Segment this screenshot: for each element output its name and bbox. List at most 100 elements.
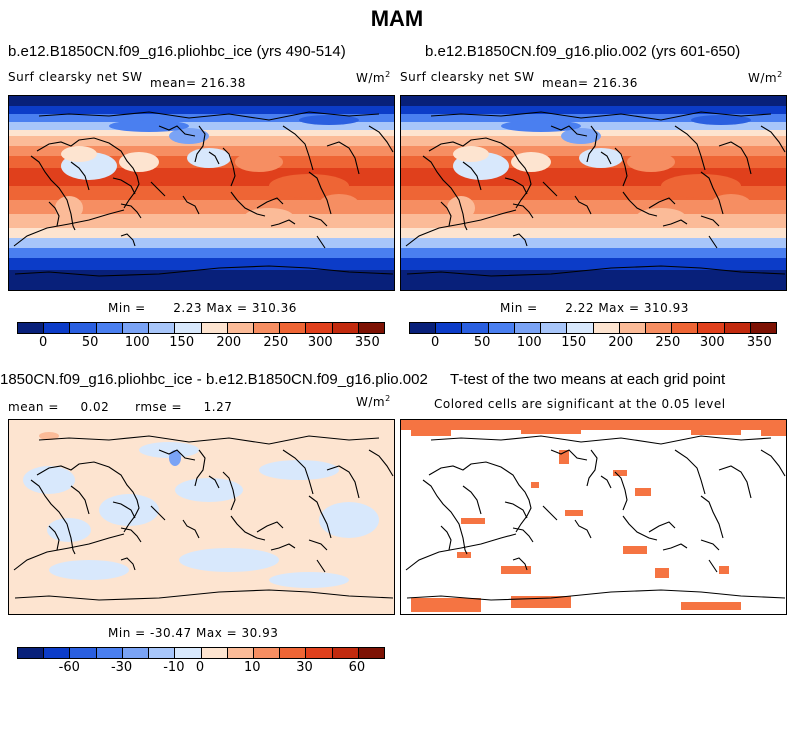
coastline-segment — [700, 171, 724, 215]
coastline-segment — [700, 215, 720, 227]
panel-tr-max-value: 310.93 — [643, 301, 689, 315]
panel-tl-colorbar-tick-label: 200 — [216, 335, 242, 350]
significant-cell — [457, 552, 471, 558]
coastline-segment — [70, 485, 90, 515]
coastline-segment — [368, 449, 394, 477]
field-region — [691, 115, 751, 125]
coastline-segment — [13, 209, 125, 247]
panel-tl-colorbar-tick-label: 250 — [263, 335, 289, 350]
panel-tl-colorbar-swatch — [253, 323, 281, 333]
field-band — [9, 106, 394, 114]
panel-tl-colorbar-swatch — [332, 323, 359, 333]
field-band — [401, 238, 786, 248]
panel-tl-colorbar-swatch — [18, 323, 45, 333]
panel-tl-colorbar-tick-label: 300 — [307, 335, 333, 350]
coastline-segment — [430, 435, 772, 445]
panel-bl-coastlines — [13, 435, 394, 601]
coastline-segment — [316, 559, 326, 573]
coastline-segment — [36, 461, 140, 533]
field-region — [235, 152, 283, 172]
field-region — [119, 152, 159, 172]
coastline-segment — [614, 147, 628, 187]
panel-tl-bands — [9, 96, 394, 290]
significant-cell — [411, 598, 481, 612]
panel-bl-map — [8, 419, 395, 615]
panel-tr-colorbar-swatch — [750, 323, 777, 333]
coastline-segment — [648, 197, 676, 209]
panel-tl-map — [8, 95, 395, 291]
panel-tr-colorbar-swatch — [436, 323, 463, 333]
panel-bl-colorbar-swatch — [70, 648, 97, 658]
coastline-segment — [440, 525, 452, 551]
panel-bl-colorbar-tick-label: 30 — [296, 660, 313, 675]
panel-tr-colorbar-tick-label: 150 — [561, 335, 587, 350]
panel-tl-colorbar-swatch — [358, 323, 385, 333]
coastline-segment — [158, 449, 196, 461]
panel-tr-colorbar-tick-label: 300 — [699, 335, 725, 350]
panel-tl-colorbar-swatch — [201, 323, 228, 333]
coastline-segment — [708, 559, 718, 573]
coastline-segment — [428, 461, 532, 533]
coastline-segment — [542, 181, 558, 197]
field-region — [579, 148, 623, 168]
coastline-segment — [422, 155, 468, 231]
coastline-segment — [194, 125, 206, 163]
panel-tl-colorbar-swatch — [306, 323, 333, 333]
field-band — [401, 200, 786, 214]
panel-br-subtitle: Colored cells are significant at the 0.0… — [434, 397, 726, 411]
coastline-segment — [182, 195, 200, 215]
figure-title: MAM — [370, 6, 424, 31]
panel-tr-units: W/m2 — [748, 70, 783, 85]
panel-bl-colorbar-swatch — [332, 648, 359, 658]
panel-tr-colorbar-swatch — [645, 323, 673, 333]
field-region — [627, 152, 675, 172]
panel-tl-coastlines — [13, 111, 394, 277]
coastline-segment — [550, 449, 588, 461]
panel-tr-variable: Surf clearsky net SW — [400, 70, 535, 84]
field-band — [401, 122, 786, 130]
coastline-segment — [462, 161, 482, 191]
coastline-segment — [700, 539, 720, 551]
significant-cell — [635, 488, 651, 496]
panel-tr-colorbar-tick-label: 250 — [655, 335, 681, 350]
field-band — [9, 270, 394, 290]
coastline-segment — [282, 125, 314, 171]
coastline-segment — [308, 539, 328, 551]
field-region — [109, 120, 189, 132]
significant-cell — [623, 546, 647, 554]
coastline-segment — [182, 519, 200, 539]
panel-tr-colorbar-swatch — [488, 323, 515, 333]
panel-tr-colorbar-tick-label: 0 — [431, 335, 440, 350]
coastline-segment — [600, 151, 612, 165]
panel-bl-mean-label: mean = — [8, 400, 59, 414]
panel-tr-mean-label: mean= — [542, 76, 589, 90]
panel-tl-colorbar-swatch — [227, 323, 254, 333]
panel-tr-units-base: W/m — [748, 71, 778, 85]
panel-bl-colorbar-swatch — [18, 648, 45, 658]
panel-bl-colorbar-swatch — [227, 648, 254, 658]
panel-br-map-svg — [401, 420, 786, 614]
coastline-segment — [406, 589, 786, 601]
field-region — [453, 146, 489, 162]
panel-tl-max-value: 310.36 — [251, 301, 297, 315]
panel-tr-colorbar-swatch — [672, 323, 699, 333]
panel-tr-map-svg — [401, 96, 786, 290]
coastline-segment — [760, 449, 786, 477]
panel-tl-colorbar-tick-label: 100 — [124, 335, 150, 350]
coastline-segment — [120, 203, 142, 219]
panel-tr-colorbar-swatch — [514, 323, 542, 333]
significant-cell — [691, 430, 741, 435]
panel-bl-min-label: Min = — [108, 626, 146, 640]
coastline-segment — [662, 543, 688, 551]
coastline-segment — [614, 471, 628, 511]
field-region — [501, 120, 581, 132]
coastline-segment — [230, 515, 266, 541]
coastline-segment — [542, 505, 558, 521]
panel-tr-units-exp: 2 — [777, 70, 783, 79]
panel-tr-colorbar-swatch — [619, 323, 646, 333]
field-region — [269, 174, 349, 198]
coastline-segment — [150, 181, 166, 197]
field-band — [9, 122, 394, 130]
panel-tl-title: b.e12.B1850CN.f09_g16.pliohbc_ice (yrs 4… — [8, 43, 346, 60]
coastline-segment — [120, 557, 136, 571]
